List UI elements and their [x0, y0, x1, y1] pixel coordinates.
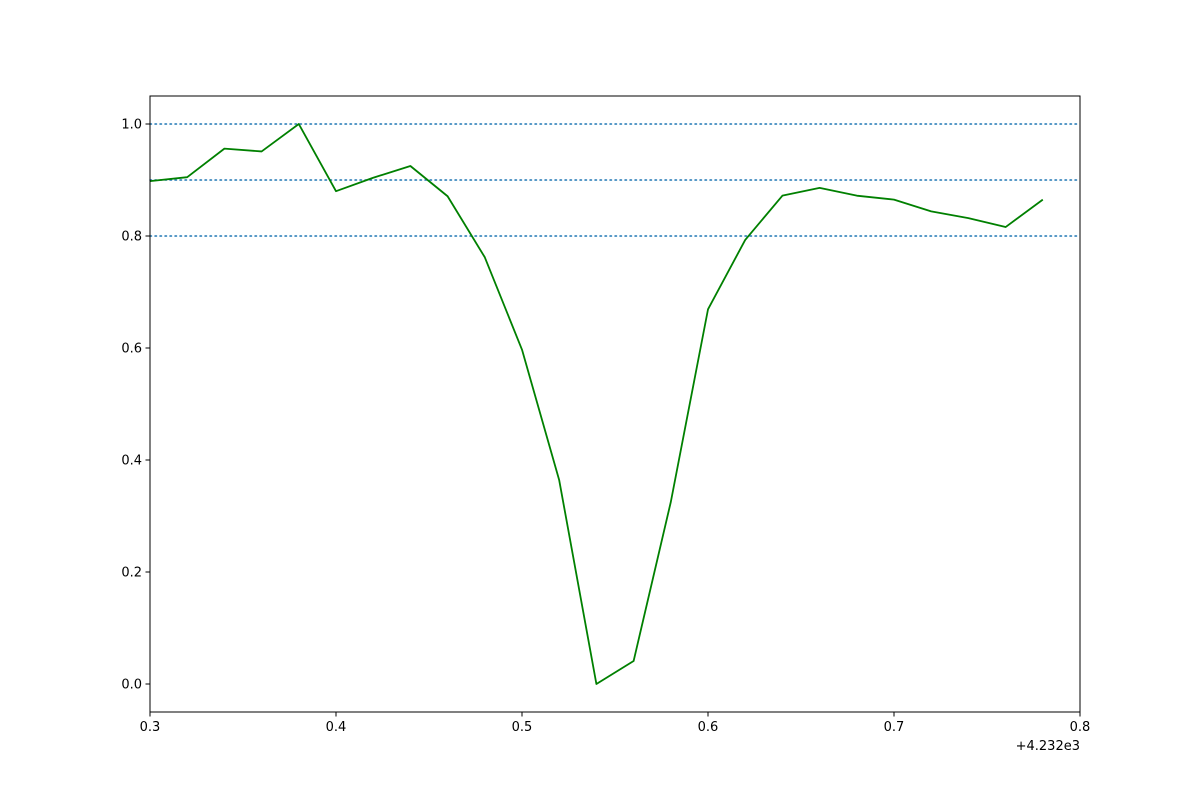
data-point [296, 122, 301, 127]
series-line [149, 123, 1044, 685]
y-tick-label: 0.8 [121, 230, 142, 245]
data-point [371, 175, 376, 180]
data-point [743, 237, 748, 242]
y-tick-label: 1.0 [121, 118, 142, 133]
data-point [557, 478, 562, 483]
x-offset-label: +4.232e3 [1016, 739, 1080, 754]
x-tick-label: 0.4 [326, 720, 347, 735]
data-point [631, 659, 636, 664]
x-tick-label: 0.5 [512, 720, 533, 735]
data-point [445, 194, 450, 199]
data-point [1003, 225, 1008, 230]
plot-frame [149, 95, 1081, 713]
data-point [259, 149, 264, 154]
data-point [222, 146, 227, 151]
data-point [520, 347, 525, 352]
data-point [780, 193, 785, 198]
series-layer [149, 122, 1045, 687]
data-point [966, 216, 971, 221]
y-tick-label: 0.4 [121, 454, 142, 469]
data-point [817, 185, 822, 190]
data-point [482, 255, 487, 260]
x-tick-label: 0.8 [1070, 720, 1091, 735]
data-point [185, 175, 190, 180]
x-axis: 0.3 0.4 0.5 0.6 0.7 0.8 [140, 712, 1091, 735]
x-tick-label: 0.7 [884, 720, 905, 735]
x-tick-label: 0.3 [140, 720, 161, 735]
data-point [929, 209, 934, 214]
data-point [594, 682, 599, 687]
y-tick-label: 0.6 [121, 342, 142, 357]
data-point [892, 197, 897, 202]
y-tick-label: 0.0 [121, 678, 142, 693]
reference-lines [149, 123, 1081, 237]
data-point [854, 193, 859, 198]
data-point [668, 500, 673, 505]
data-point [706, 307, 711, 312]
y-axis: 0.0 0.2 0.4 0.6 0.8 1.0 [121, 118, 150, 693]
data-point [1040, 197, 1045, 202]
x-tick-label: 0.6 [698, 720, 719, 735]
data-point [334, 189, 339, 194]
data-point [408, 164, 413, 169]
y-tick-label: 0.2 [121, 566, 142, 581]
